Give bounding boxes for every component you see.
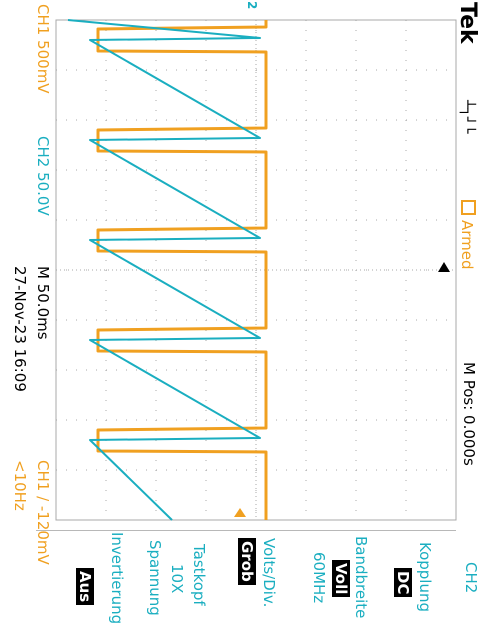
menu-item-volts-div[interactable]: Volts/Div. Grob: [208, 530, 290, 640]
trigger-status: Armed: [459, 200, 476, 270]
trigger-status-label: Armed: [458, 220, 476, 270]
menu-title-label: CH2: [463, 562, 478, 593]
datetime-readout: 27-Nov-23 16:09: [12, 266, 27, 392]
menu-item-value: Aus: [76, 568, 94, 605]
trigger-position-readout: M Pos: 0.000s: [461, 362, 476, 466]
menu-title: CH2: [456, 530, 480, 640]
frequency-readout: <10Hz: [12, 460, 27, 511]
menu-item-value: DC: [394, 568, 412, 597]
menu-item-label: Bandbreite: [353, 536, 368, 618]
menu-item-label: Invertierung: [109, 532, 124, 624]
menu-item-label: Kopplung: [417, 542, 432, 612]
graticule: [56, 20, 456, 520]
menu-item-subvalue: 60MHz: [311, 552, 326, 603]
menu-item-kopplung[interactable]: Kopplung DC: [372, 530, 454, 640]
brand-logo: Tek: [456, 2, 478, 44]
menu-item-label: Volts/Div.: [261, 538, 276, 607]
ch2-scale-readout: CH2 50.0V: [35, 136, 50, 216]
menu-item-subvalue-2: Spannung: [147, 540, 162, 616]
ch2-marker-label: 2: [246, 1, 258, 9]
ch2-ground-marker: 2: [244, 0, 260, 18]
timebase-readout: M 50.0ms: [35, 266, 50, 340]
ch1-scale-readout: CH1 500mV: [35, 4, 50, 94]
menu-item-value: Voll: [332, 560, 350, 597]
menu-item-invertierung[interactable]: Invertierung Aus: [36, 530, 126, 640]
menu-item-label: Tastkopf: [191, 544, 206, 606]
menu-item-value: Grob: [238, 538, 256, 585]
menu-item-bandbreite[interactable]: Bandbreite Voll 60MHz: [290, 530, 372, 640]
trigger-type-icon: ┴┐┘└: [459, 100, 474, 134]
menu-item-tastkopf[interactable]: Tastkopf 10X Spannung: [126, 530, 208, 640]
armed-indicator-icon: [461, 200, 476, 215]
menu-item-subvalue: 10X: [169, 564, 184, 593]
ch1-ground-marker-icon: [234, 508, 246, 517]
trigger-position-marker-icon: [438, 262, 450, 272]
